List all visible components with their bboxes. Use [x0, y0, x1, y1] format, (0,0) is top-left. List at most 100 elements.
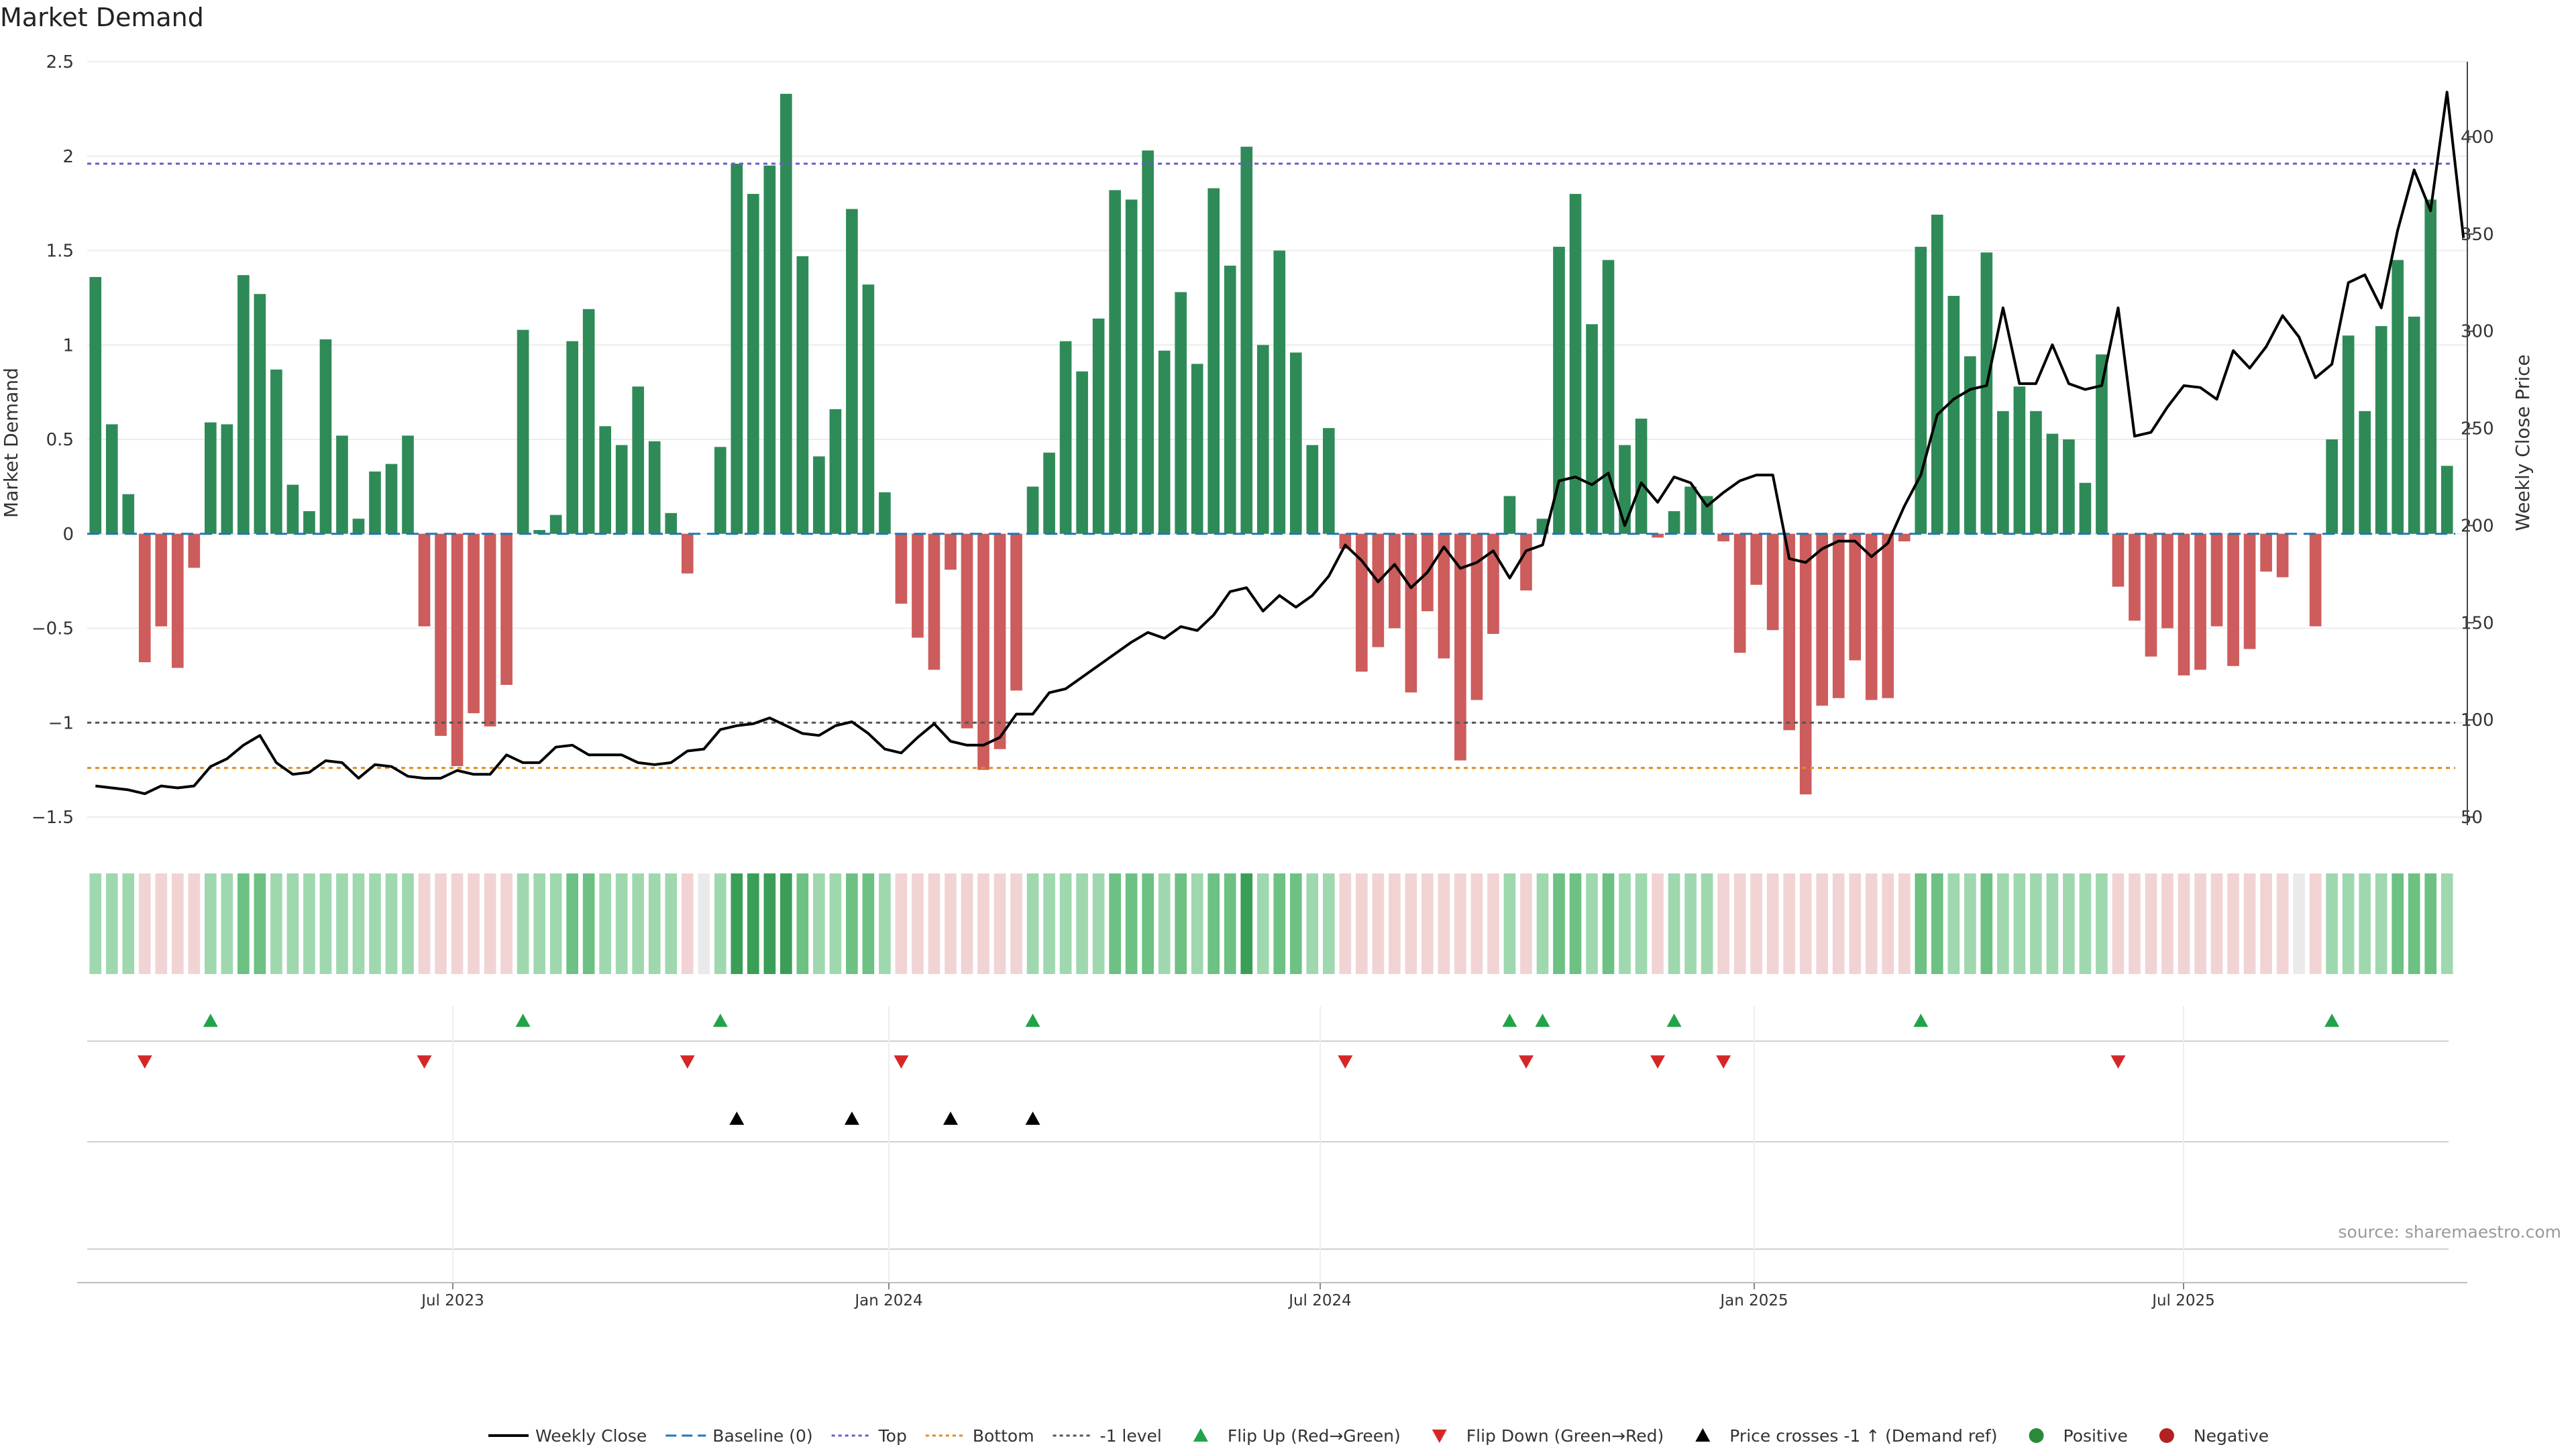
demand-bar [2079, 482, 2092, 534]
heat-cell [1898, 873, 1911, 974]
demand-bar [138, 533, 151, 663]
price-cross-marker [729, 1112, 745, 1125]
legend-item: -1 level [1053, 1426, 1162, 1446]
heat-cell [599, 873, 612, 974]
flip-down-marker [1338, 1055, 1353, 1069]
heat-cell [2276, 873, 2289, 974]
demand-bar [369, 471, 381, 534]
heat-cell [2145, 873, 2157, 974]
flip-down-marker [1716, 1055, 1731, 1069]
demand-bar [1898, 533, 1911, 542]
demand-bar [928, 533, 941, 670]
legend-item: Weekly Close [488, 1426, 647, 1446]
demand-bar [517, 329, 529, 534]
heat-cell [763, 873, 776, 974]
demand-bar [1322, 428, 1335, 534]
heat-cell [1405, 873, 1417, 974]
demand-bar [303, 511, 315, 534]
heat-cell [2424, 873, 2437, 974]
legend-swatch-triangle-up [1695, 1428, 1711, 1442]
demand-bar [2359, 411, 2371, 534]
demand-bar [665, 513, 678, 534]
legend-item: Price crosses -1 ↑ (Demand ref) [1695, 1426, 1998, 1446]
heat-cell [1849, 873, 1862, 974]
demand-bar [977, 533, 989, 770]
demand-bar [846, 209, 858, 534]
heat-cell [500, 873, 513, 974]
demand-bar [402, 435, 414, 534]
demand-bar [237, 275, 250, 534]
flip-down-marker [1650, 1055, 1666, 1069]
demand-bar [2440, 466, 2453, 534]
left-axis-label: Market Demand [0, 368, 22, 518]
heat-cell [237, 873, 250, 974]
demand-bar [2178, 533, 2190, 676]
heat-cell [1043, 873, 1055, 974]
demand-bar [1356, 533, 1368, 672]
demand-bar [1158, 350, 1171, 534]
flip-up-marker [1025, 1014, 1040, 1027]
demand-bar [336, 435, 348, 534]
heat-cell [1322, 873, 1335, 974]
demand-bar [566, 341, 578, 534]
heat-cell [2063, 873, 2075, 974]
demand-bar [1586, 324, 1598, 534]
legend-label: Baseline (0) [712, 1426, 812, 1446]
left-tick-label: 0 [62, 525, 74, 545]
demand-bar [912, 533, 924, 638]
heat-cell [1668, 873, 1680, 974]
demand-bar [895, 533, 908, 604]
flip-up-marker [1535, 1014, 1550, 1027]
demand-bar [1947, 296, 1960, 534]
heat-cell [1208, 873, 1220, 974]
demand-bar [1109, 190, 1121, 534]
demand-bar [1389, 533, 1401, 629]
demand-bar [1766, 533, 1779, 631]
heat-cell [1964, 873, 1976, 974]
demand-bar [1273, 250, 1286, 534]
heat-cell [1717, 873, 1729, 974]
demand-bar [813, 456, 825, 534]
demand-bar [747, 194, 759, 534]
demand-bar [2424, 199, 2437, 534]
demand-bar [1882, 533, 1894, 698]
heat-cell [2046, 873, 2059, 974]
demand-bar [385, 464, 398, 534]
heat-cell [1026, 873, 1039, 974]
demand-bar [1208, 188, 1220, 534]
demand-bar [2309, 533, 2322, 627]
demand-bar [1799, 533, 1812, 795]
heat-cell [1487, 873, 1499, 974]
heat-cell [2227, 873, 2239, 974]
right-tick-label: 200 [2461, 516, 2494, 536]
right-axis-label: Weekly Close Price [2512, 354, 2534, 531]
date-tick-label: Jul 2024 [1287, 1292, 1352, 1309]
heat-cell [1733, 873, 1746, 974]
source-note: source: sharemaestro.com [2338, 1222, 2562, 1242]
demand-bar [2112, 533, 2125, 587]
heat-cell [1356, 873, 1368, 974]
right-tick-label: 400 [2461, 127, 2494, 148]
heat-cell [1915, 873, 1927, 974]
demand-bar [2129, 533, 2141, 621]
demand-bar [205, 422, 217, 534]
demand-bar [2046, 433, 2059, 534]
demand-bar [2210, 533, 2223, 627]
heat-cell [1701, 873, 1713, 974]
heat-cell [681, 873, 694, 974]
heat-cell [138, 873, 151, 974]
heat-cell [385, 873, 398, 974]
legend-label: Weekly Close [535, 1426, 647, 1446]
demand-bar [1701, 496, 1713, 534]
heat-cell [369, 873, 381, 974]
heat-cell [2161, 873, 2174, 974]
demand-bar [1997, 411, 2009, 534]
demand-bar [435, 533, 447, 736]
demand-bar [1553, 246, 1565, 534]
heat-cell [945, 873, 957, 974]
demand-bar [2260, 533, 2272, 572]
demand-bar [615, 445, 628, 534]
flip-up-marker [1666, 1014, 1682, 1027]
demand-bar [1849, 533, 1862, 661]
heat-cell [1125, 873, 1138, 974]
